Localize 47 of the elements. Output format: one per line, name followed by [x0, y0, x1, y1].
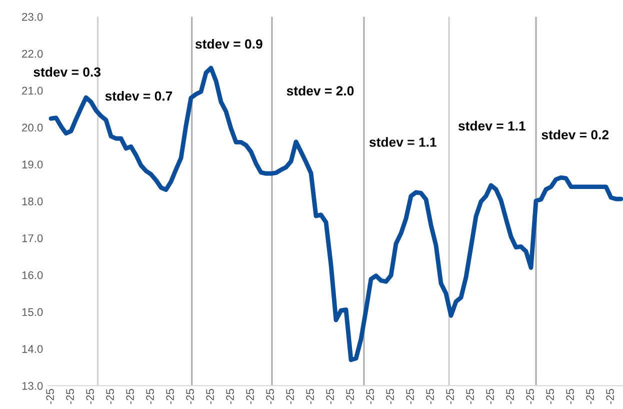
- annotation: stdev = 0.7: [105, 90, 172, 101]
- x-tick-label: -25: [286, 388, 294, 404]
- y-tick-label: 19.0: [22, 160, 43, 168]
- x-tick-label: -25: [606, 388, 614, 404]
- x-tick-label: -25: [306, 388, 314, 404]
- x-tick-label: -25: [186, 388, 194, 404]
- x-tick-label: -25: [366, 388, 374, 404]
- x-tick-label: -25: [46, 388, 54, 404]
- y-tick-label: 13.0: [22, 382, 43, 390]
- annotation: stdev = 0.2: [542, 130, 609, 140]
- x-tick-label: -25: [506, 388, 514, 404]
- x-tick-label: -25: [206, 388, 214, 404]
- x-tick-label: -25: [106, 388, 114, 404]
- y-tick-label: 16.0: [22, 271, 43, 280]
- y-tick-label: 20.0: [22, 124, 43, 132]
- x-tick-label: -25: [466, 388, 474, 404]
- y-tick-label: 15.0: [22, 308, 43, 316]
- x-tick-label: -25: [226, 388, 234, 404]
- annotation: stdev = 1.1: [369, 137, 436, 147]
- x-tick-label: -25: [66, 388, 74, 404]
- x-tick-label: -25: [586, 388, 594, 404]
- x-tick-label: -25: [86, 388, 94, 404]
- x-tick-label: -25: [246, 388, 254, 404]
- y-tick-label: 23.0: [22, 12, 43, 21]
- x-tick-label: -25: [386, 388, 394, 404]
- x-tick-label: -25: [346, 388, 354, 404]
- x-tick-label: -25: [546, 388, 554, 404]
- x-tick-label: -25: [446, 388, 454, 404]
- x-tick-label: -25: [406, 388, 414, 404]
- x-tick-label: -25: [426, 388, 434, 404]
- x-tick-label: -25: [126, 388, 134, 404]
- annotation: stdev = 1.1: [458, 120, 526, 131]
- x-tick-label: -25: [326, 388, 334, 404]
- x-tick-label: -25: [146, 388, 154, 404]
- y-tick-label: 14.0: [22, 345, 43, 353]
- x-tick-label: -25: [166, 388, 174, 404]
- y-tick-label: 22.0: [22, 50, 43, 58]
- x-tick-label: -25: [486, 388, 494, 404]
- annotation: stdev = 0.9: [195, 38, 262, 49]
- x-tick-label: -25: [566, 388, 574, 404]
- x-tick-label: -25: [526, 388, 534, 404]
- y-tick-label: 21.0: [22, 86, 43, 95]
- y-tick-label: 17.0: [22, 234, 43, 242]
- annotation: stdev = 0.3: [34, 67, 101, 77]
- x-tick-label: -25: [266, 388, 274, 404]
- annotation: stdev = 2.0: [286, 86, 354, 96]
- y-tick-label: 18.0: [22, 197, 43, 206]
